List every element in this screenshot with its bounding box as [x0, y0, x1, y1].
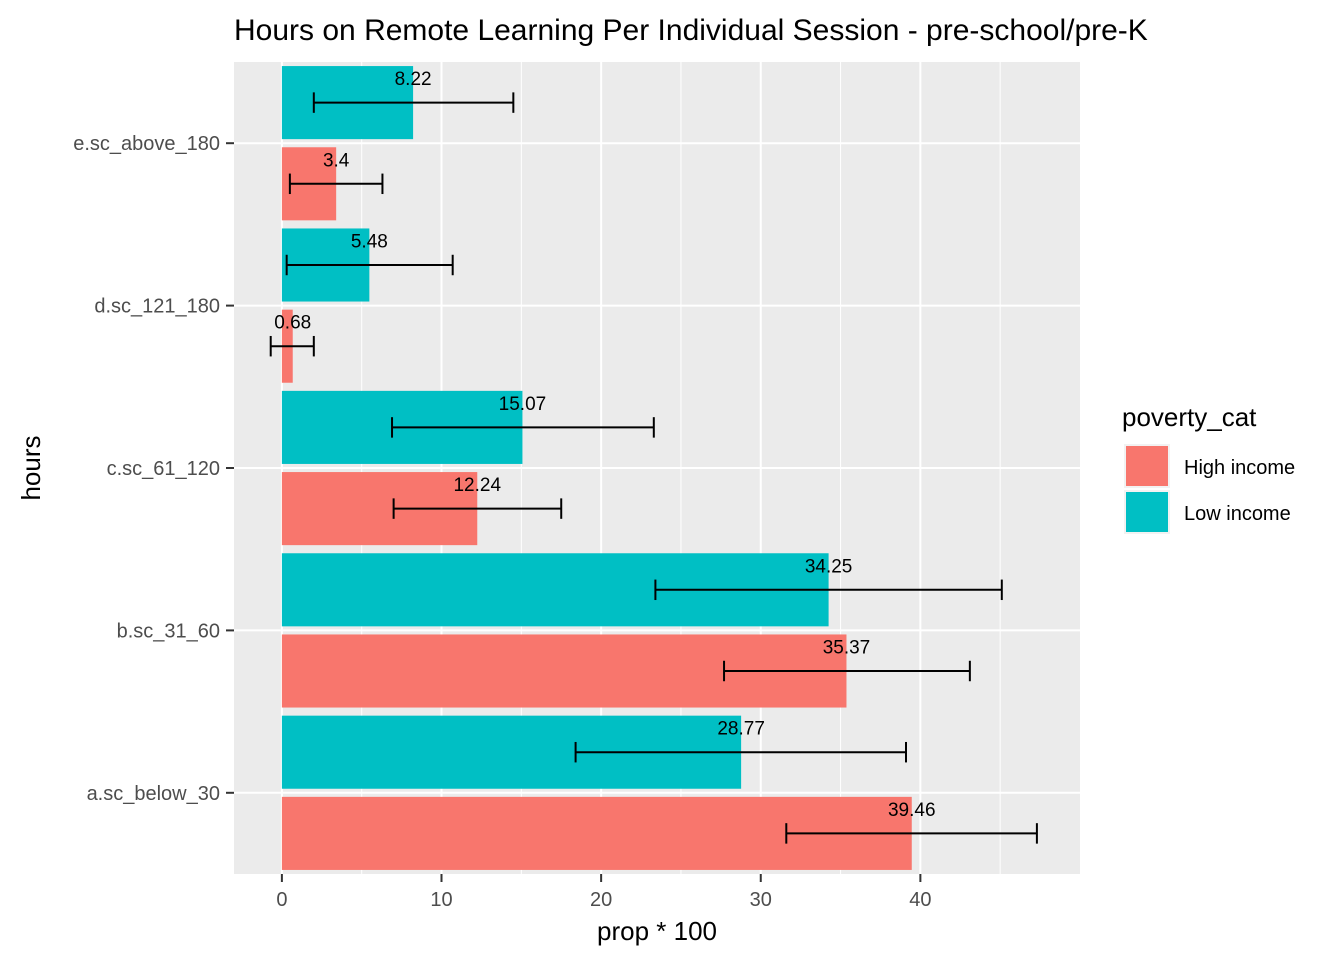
data-labels: 39.46 35.37 12.24 0.68 3.4 28.77 34.25 15.07 5.4…	[274, 69, 935, 821]
data-label: 3.4	[323, 150, 350, 171]
x-tick-label: 20	[590, 889, 612, 911]
x-tick-label: 30	[750, 889, 772, 911]
legend: poverty_cat High income Low income	[1122, 402, 1295, 534]
data-label: 28.77	[717, 719, 765, 740]
legend-label: Low income	[1184, 503, 1291, 525]
x-axis-title: prop * 100	[597, 916, 717, 946]
data-label: 8.22	[395, 69, 432, 90]
legend-label: High income	[1184, 457, 1295, 479]
x-tick-label: 0	[276, 889, 287, 911]
data-label: 12.24	[453, 475, 501, 496]
y-axis: a.sc_below_30 b.sc_31_60 c.sc_61_120 d.sc_1…	[73, 133, 234, 805]
data-label: 34.25	[805, 556, 853, 577]
legend-title: poverty_cat	[1122, 402, 1257, 432]
y-tick-label: b.sc_31_60	[117, 620, 220, 642]
x-tick-label: 10	[430, 889, 452, 911]
data-label: 5.48	[351, 231, 388, 252]
chart-title: Hours on Remote Learning Per Individual …	[234, 14, 1148, 47]
data-label: 0.68	[274, 313, 311, 334]
data-label: 35.37	[823, 637, 871, 658]
y-tick-label: d.sc_121_180	[94, 296, 220, 318]
y-tick-label: e.sc_above_180	[73, 133, 220, 155]
data-label: 15.07	[499, 394, 547, 415]
data-label: 39.46	[888, 800, 936, 821]
legend-key	[1126, 492, 1168, 532]
y-tick-label: c.sc_61_120	[107, 458, 220, 480]
x-axis: 0 10 20 30 40	[276, 874, 932, 911]
grid-lines	[234, 62, 1080, 874]
y-tick-label: a.sc_below_30	[87, 783, 220, 805]
legend-key	[1126, 446, 1168, 486]
error-bars	[269, 92, 1038, 844]
y-axis-title: hours	[16, 435, 46, 500]
x-tick-label: 40	[909, 889, 931, 911]
